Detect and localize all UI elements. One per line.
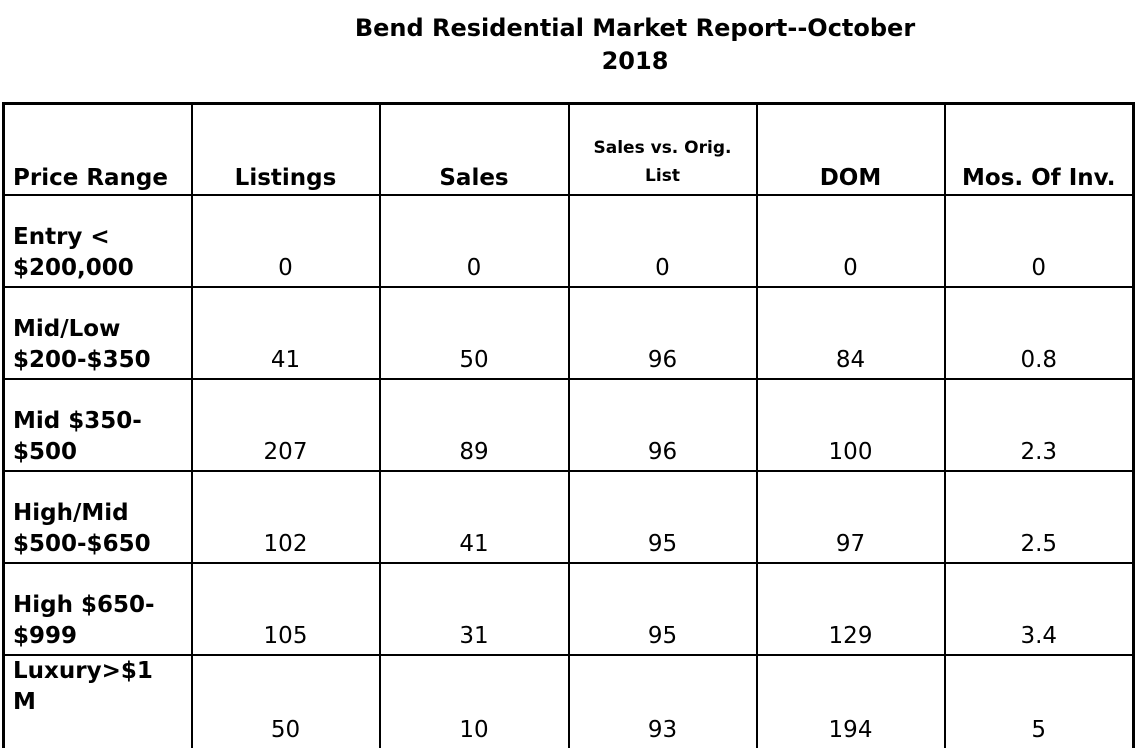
table-row: High/Mid $500-$650 102 41 95 97 2.5 [2, 471, 1135, 564]
sales-cell: 0 [378, 195, 570, 288]
price-range-line2: $999 [13, 623, 78, 649]
price-range-line1: High/Mid [13, 500, 129, 526]
price-range-line1: Luxury>$1 [13, 658, 153, 684]
table-header-row: Price Range Listings Sales Sales vs. Ori… [2, 103, 1135, 196]
price-range-line2: $200-$350 [13, 347, 151, 373]
column-header-sales: Sales [378, 103, 570, 196]
price-range-cell: High $650- $999 [2, 563, 193, 656]
dom-cell: 0 [755, 195, 946, 288]
column-header-sales-vs-orig-line2: List [645, 166, 680, 186]
sales-vs-orig-cell: 96 [567, 287, 758, 380]
price-range-cell: Entry < $200,000 [2, 195, 193, 288]
price-range-line1: High $650- [13, 592, 155, 618]
mos-of-inv-cell: 0 [943, 195, 1135, 288]
column-header-listings: Listings [190, 103, 381, 196]
sales-vs-orig-cell: 96 [567, 379, 758, 472]
listings-cell: 41 [190, 287, 381, 380]
listings-cell: 0 [190, 195, 381, 288]
price-range-cell: Luxury>$1 M [2, 655, 193, 748]
dom-cell: 84 [755, 287, 946, 380]
sales-cell: 41 [378, 471, 570, 564]
table-row: Mid $350- $500 207 89 96 100 2.3 [2, 379, 1135, 472]
dom-cell: 100 [755, 379, 946, 472]
table-row: Entry < $200,000 0 0 0 0 0 [2, 195, 1135, 288]
price-range-line2: $500-$650 [13, 531, 151, 557]
price-range-line2: $200,000 [13, 255, 134, 281]
column-header-sales-vs-orig-list: Sales vs. Orig. List [567, 103, 758, 196]
mos-of-inv-cell: 3.4 [943, 563, 1135, 656]
price-range-cell: High/Mid $500-$650 [2, 471, 193, 564]
price-range-line2: $500 [13, 439, 78, 465]
price-range-cell: Mid/Low $200-$350 [2, 287, 193, 380]
price-range-line2: M [13, 689, 36, 715]
table-row: High $650- $999 105 31 95 129 3.4 [2, 563, 1135, 656]
mos-of-inv-cell: 2.3 [943, 379, 1135, 472]
dom-cell: 97 [755, 471, 946, 564]
sales-vs-orig-cell: 95 [567, 471, 758, 564]
table-row: Mid/Low $200-$350 41 50 96 84 0.8 [2, 287, 1135, 380]
sales-vs-orig-cell: 0 [567, 195, 758, 288]
price-range-line1: Entry < [13, 224, 110, 250]
mos-of-inv-cell: 0.8 [943, 287, 1135, 380]
sales-cell: 10 [378, 655, 570, 748]
report-title-line2: 2018 [601, 47, 669, 75]
column-header-mos-of-inv: Mos. Of Inv. [943, 103, 1135, 196]
listings-cell: 50 [190, 655, 381, 748]
listings-cell: 102 [190, 471, 381, 564]
dom-cell: 194 [755, 655, 946, 748]
listings-cell: 105 [190, 563, 381, 656]
table-row: Luxury>$1 M 50 10 93 194 5 [2, 655, 1135, 748]
market-report-table: Price Range Listings Sales Sales vs. Ori… [2, 102, 1135, 748]
price-range-line1: Mid $350- [13, 408, 142, 434]
sales-cell: 50 [378, 287, 570, 380]
sales-vs-orig-cell: 95 [567, 563, 758, 656]
sales-cell: 89 [378, 379, 570, 472]
sales-cell: 31 [378, 563, 570, 656]
column-header-dom: DOM [755, 103, 946, 196]
column-header-sales-vs-orig-line1: Sales vs. Orig. [593, 138, 732, 158]
mos-of-inv-cell: 5 [943, 655, 1135, 748]
mos-of-inv-cell: 2.5 [943, 471, 1135, 564]
listings-cell: 207 [190, 379, 381, 472]
report-title-line1: Bend Residential Market Report--October [354, 14, 916, 42]
price-range-cell: Mid $350- $500 [2, 379, 193, 472]
sales-vs-orig-cell: 93 [567, 655, 758, 748]
price-range-line1: Mid/Low [13, 316, 121, 342]
dom-cell: 129 [755, 563, 946, 656]
report-title: Bend Residential Market Report--October … [290, 12, 980, 78]
column-header-price-range: Price Range [2, 103, 193, 196]
